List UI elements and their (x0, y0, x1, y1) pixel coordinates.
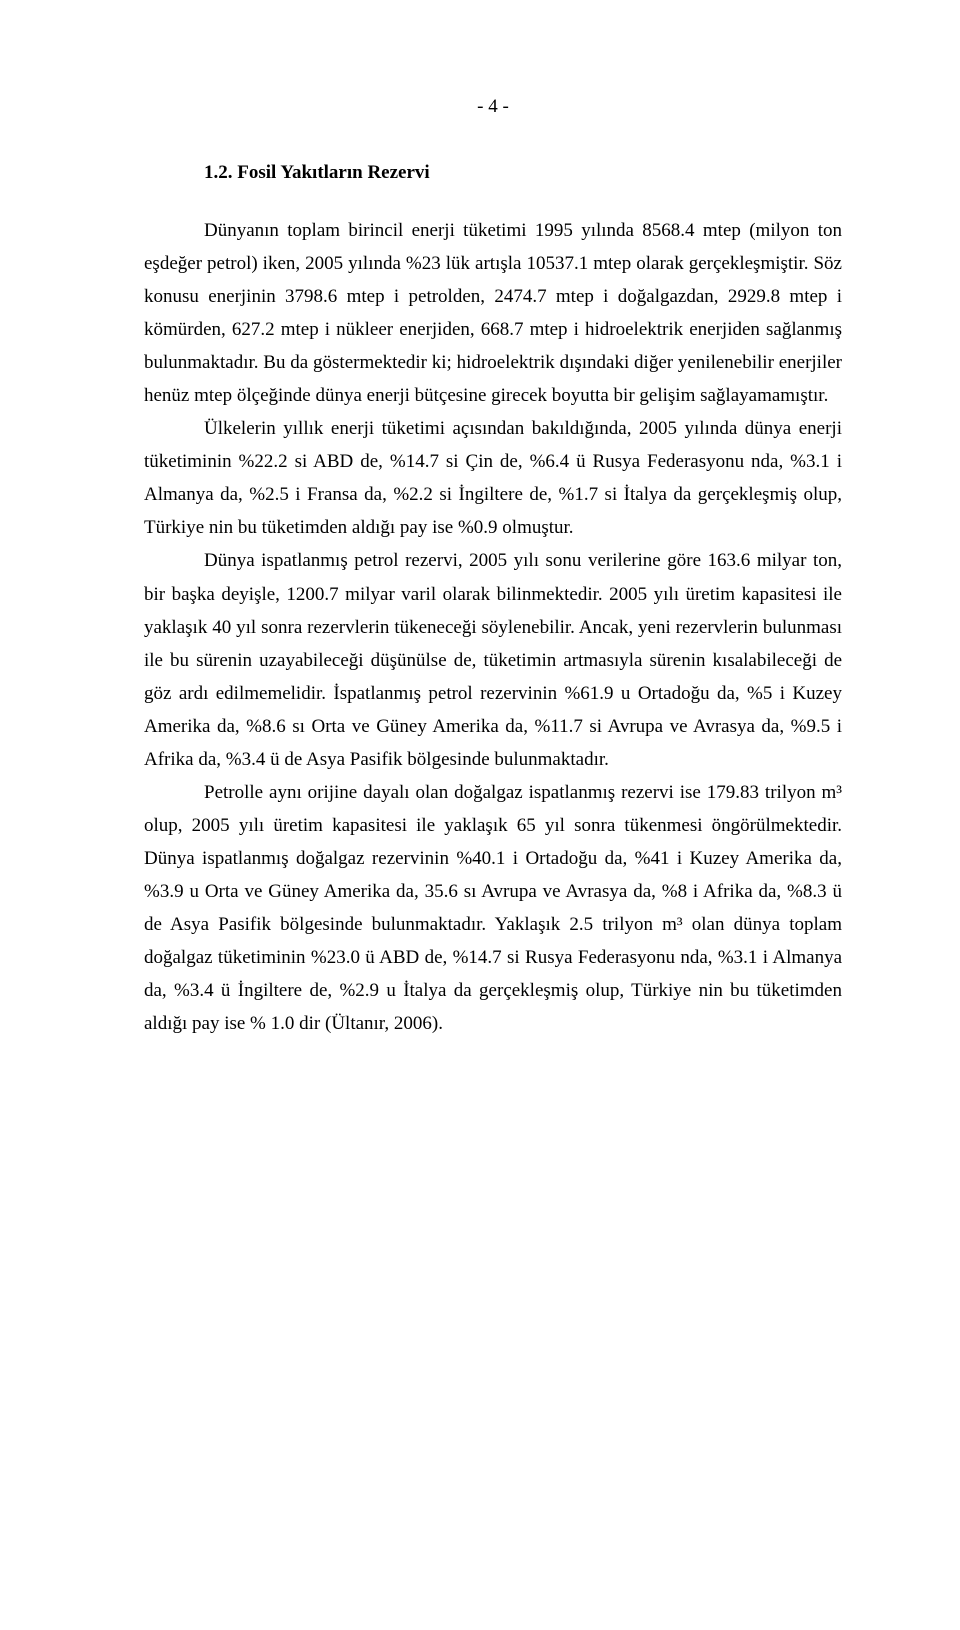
body-paragraph: Petrolle aynı orijine dayalı olan doğalg… (144, 776, 842, 1040)
page-number: - 4 - (144, 96, 842, 118)
body-paragraph: Dünya ispatlanmış petrol rezervi, 2005 y… (144, 544, 842, 775)
body-paragraph: Ülkelerin yıllık enerji tüketimi açısınd… (144, 412, 842, 544)
document-page: - 4 - 1.2. Fosil Yakıtların Rezervi Düny… (0, 0, 960, 1630)
section-heading: 1.2. Fosil Yakıtların Rezervi (144, 162, 842, 184)
body-paragraph: Dünyanın toplam birincil enerji tüketimi… (144, 214, 842, 412)
